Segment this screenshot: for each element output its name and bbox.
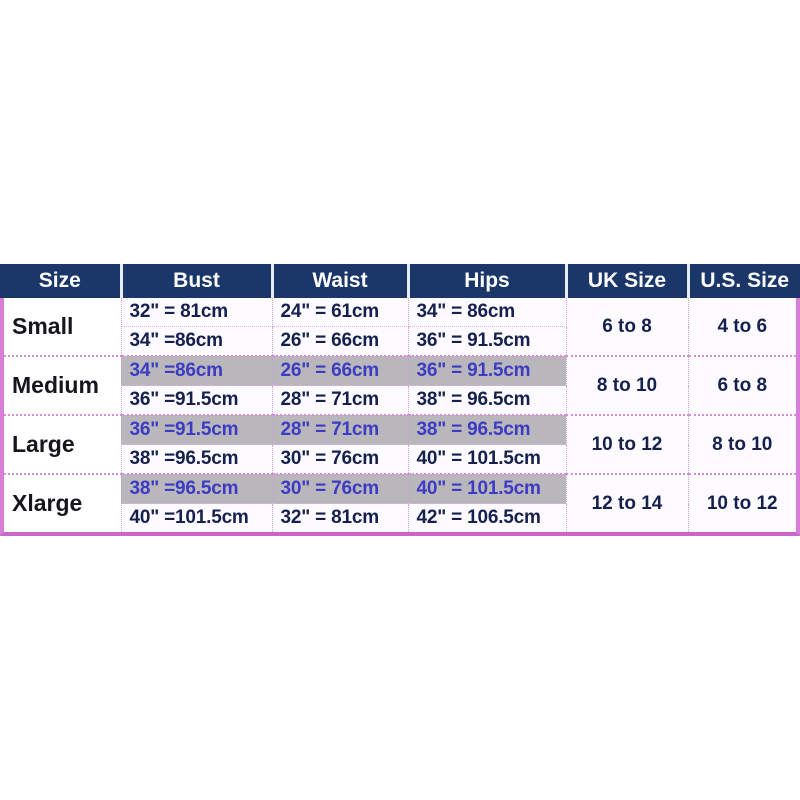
hips-xlarge-min: 40" = 101.5cm [408,474,567,504]
table-row: 40" =101.5cm 32" = 81cm 42" = 106.5cm [4,503,796,532]
hips-large-max: 40" = 101.5cm [408,444,567,475]
waist-small-min: 24" = 61cm [272,298,409,327]
size-chart-body-table: Small 32" = 81cm 24" = 61cm 34" = 86cm 6… [4,298,796,532]
hips-medium-min: 36" = 91.5cm [408,356,567,386]
hips-medium-max: 38" = 96.5cm [408,385,567,416]
hips-small-max: 36" = 91.5cm [408,326,567,357]
table-row: Large 36" =91.5cm 28" = 71cm 38" = 96.5c… [4,415,796,475]
hips-xlarge-max: 42" = 106.5cm [408,503,567,532]
bust-large-min: 36" =91.5cm [121,415,273,445]
hips-large-min: 38" = 96.5cm [408,415,567,445]
uk-size-medium: 8 to 10 [566,356,689,416]
size-label-small: Small [4,298,122,357]
us-size-medium: 6 to 8 [688,356,796,416]
table-row: Xlarge 38" =96.5cm 30" = 76cm 40" = 101.… [4,474,796,532]
waist-large-max: 30" = 76cm [272,444,409,475]
table-row: 34" =86cm 26" = 66cm 36" = 91.5cm [4,326,796,357]
bust-medium-min: 34" =86cm [121,356,273,386]
table-row: Medium 34" =86cm 26" = 66cm 36" = 91.5cm… [4,356,796,416]
bust-medium-max: 36" =91.5cm [121,385,273,416]
table-row: Small 32" = 81cm 24" = 61cm 34" = 86cm 6… [4,298,796,357]
uk-size-small: 6 to 8 [566,298,689,357]
uk-size-large: 10 to 12 [566,415,689,475]
waist-xlarge-max: 32" = 81cm [272,503,409,532]
us-size-xlarge: 10 to 12 [688,474,796,532]
table-row: 36" =91.5cm 28" = 71cm 38" = 96.5cm [4,385,796,416]
table-row: 38" =96.5cm 30" = 76cm 40" = 101.5cm [4,444,796,475]
table-header-row: Size Bust Waist Hips UK Size U.S. Size [0,264,800,298]
size-label-medium: Medium [4,356,122,416]
waist-small-max: 26" = 66cm [272,326,409,357]
waist-medium-min: 26" = 66cm [272,356,409,386]
size-chart: Size Bust Waist Hips UK Size U.S. Size [0,264,800,536]
us-size-small: 4 to 6 [688,298,796,357]
column-header-us-size: U.S. Size [688,264,800,298]
bust-small-max: 34" =86cm [121,326,273,357]
bust-small-min: 32" = 81cm [121,298,273,327]
column-header-uk-size: UK Size [566,264,690,298]
size-chart-header-table: Size Bust Waist Hips UK Size U.S. Size [0,264,800,298]
bust-xlarge-min: 38" =96.5cm [121,474,273,504]
size-chart-body-frame: Small 32" = 81cm 24" = 61cm 34" = 86cm 6… [0,298,800,536]
column-header-bust: Bust [121,264,274,298]
column-header-size: Size [0,264,123,298]
bust-large-max: 38" =96.5cm [121,444,273,475]
waist-xlarge-min: 30" = 76cm [272,474,409,504]
column-header-hips: Hips [408,264,568,298]
us-size-large: 8 to 10 [688,415,796,475]
column-header-waist: Waist [272,264,410,298]
size-label-xlarge: Xlarge [4,474,122,532]
waist-medium-max: 28" = 71cm [272,385,409,416]
bust-xlarge-max: 40" =101.5cm [121,503,273,532]
uk-size-xlarge: 12 to 14 [566,474,689,532]
size-label-large: Large [4,415,122,475]
waist-large-min: 28" = 71cm [272,415,409,445]
hips-small-min: 34" = 86cm [408,298,567,327]
